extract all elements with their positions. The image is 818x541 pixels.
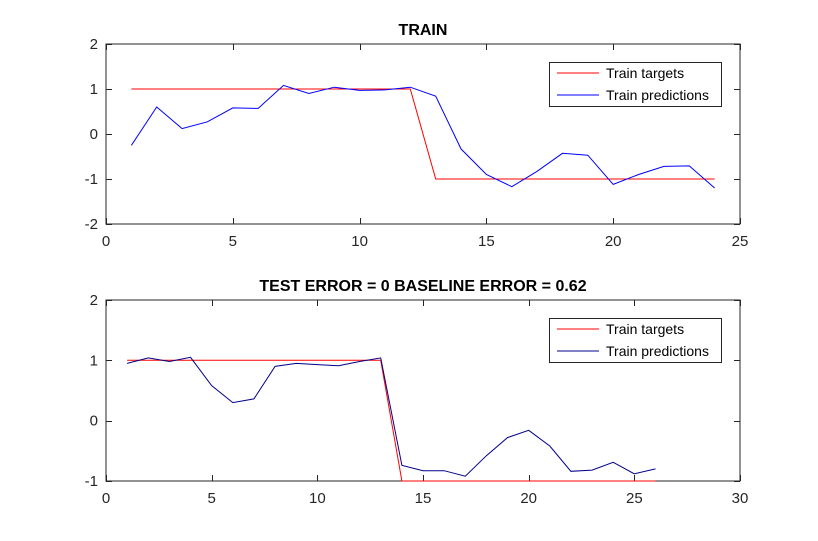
- legend-label: Train predictions: [606, 343, 709, 359]
- x-tick-label: 25: [626, 490, 643, 507]
- series-line-targets: [131, 88, 715, 180]
- x-tick-label: 0: [102, 490, 110, 507]
- x-tick-label: 10: [309, 490, 326, 507]
- legend: Train targets Train predictions: [549, 62, 722, 107]
- x-tick-label: 25: [732, 233, 749, 250]
- y-tick-label: 1: [90, 352, 98, 369]
- chart-title: TEST ERROR = 0 BASELINE ERROR = 0.62: [259, 278, 586, 295]
- chart-title: TRAIN: [399, 22, 448, 39]
- legend: Train targets Train predictions: [549, 318, 722, 363]
- y-tick-label: 2: [90, 292, 98, 309]
- y-tick-label: 1: [90, 81, 98, 98]
- x-tick-label: 10: [351, 233, 368, 250]
- x-tick-label: 5: [229, 233, 237, 250]
- y-tick-label: 0: [90, 126, 98, 143]
- series-line-targets: [127, 359, 656, 482]
- y-tick-label: -1: [85, 473, 98, 490]
- series-line-predictions: [126, 356, 656, 477]
- y-tick-label: -2: [85, 216, 98, 233]
- legend-label: Train predictions: [606, 87, 709, 103]
- x-tick-label: 0: [102, 233, 110, 250]
- x-tick-label: 15: [415, 490, 432, 507]
- y-tick-label: 0: [90, 413, 98, 430]
- legend-box: [549, 62, 722, 107]
- x-tick-label: 5: [207, 490, 215, 507]
- y-tick-label: 2: [90, 36, 98, 53]
- x-tick-label: 15: [478, 233, 495, 250]
- legend-box: [549, 318, 722, 363]
- series-line-predictions: [130, 84, 715, 189]
- x-tick-label: 30: [732, 490, 749, 507]
- legend-label: Train targets: [606, 65, 684, 81]
- x-tick-label: 20: [520, 490, 537, 507]
- x-tick-label: 20: [605, 233, 622, 250]
- y-tick-label: -1: [85, 171, 98, 188]
- legend-label: Train targets: [606, 321, 684, 337]
